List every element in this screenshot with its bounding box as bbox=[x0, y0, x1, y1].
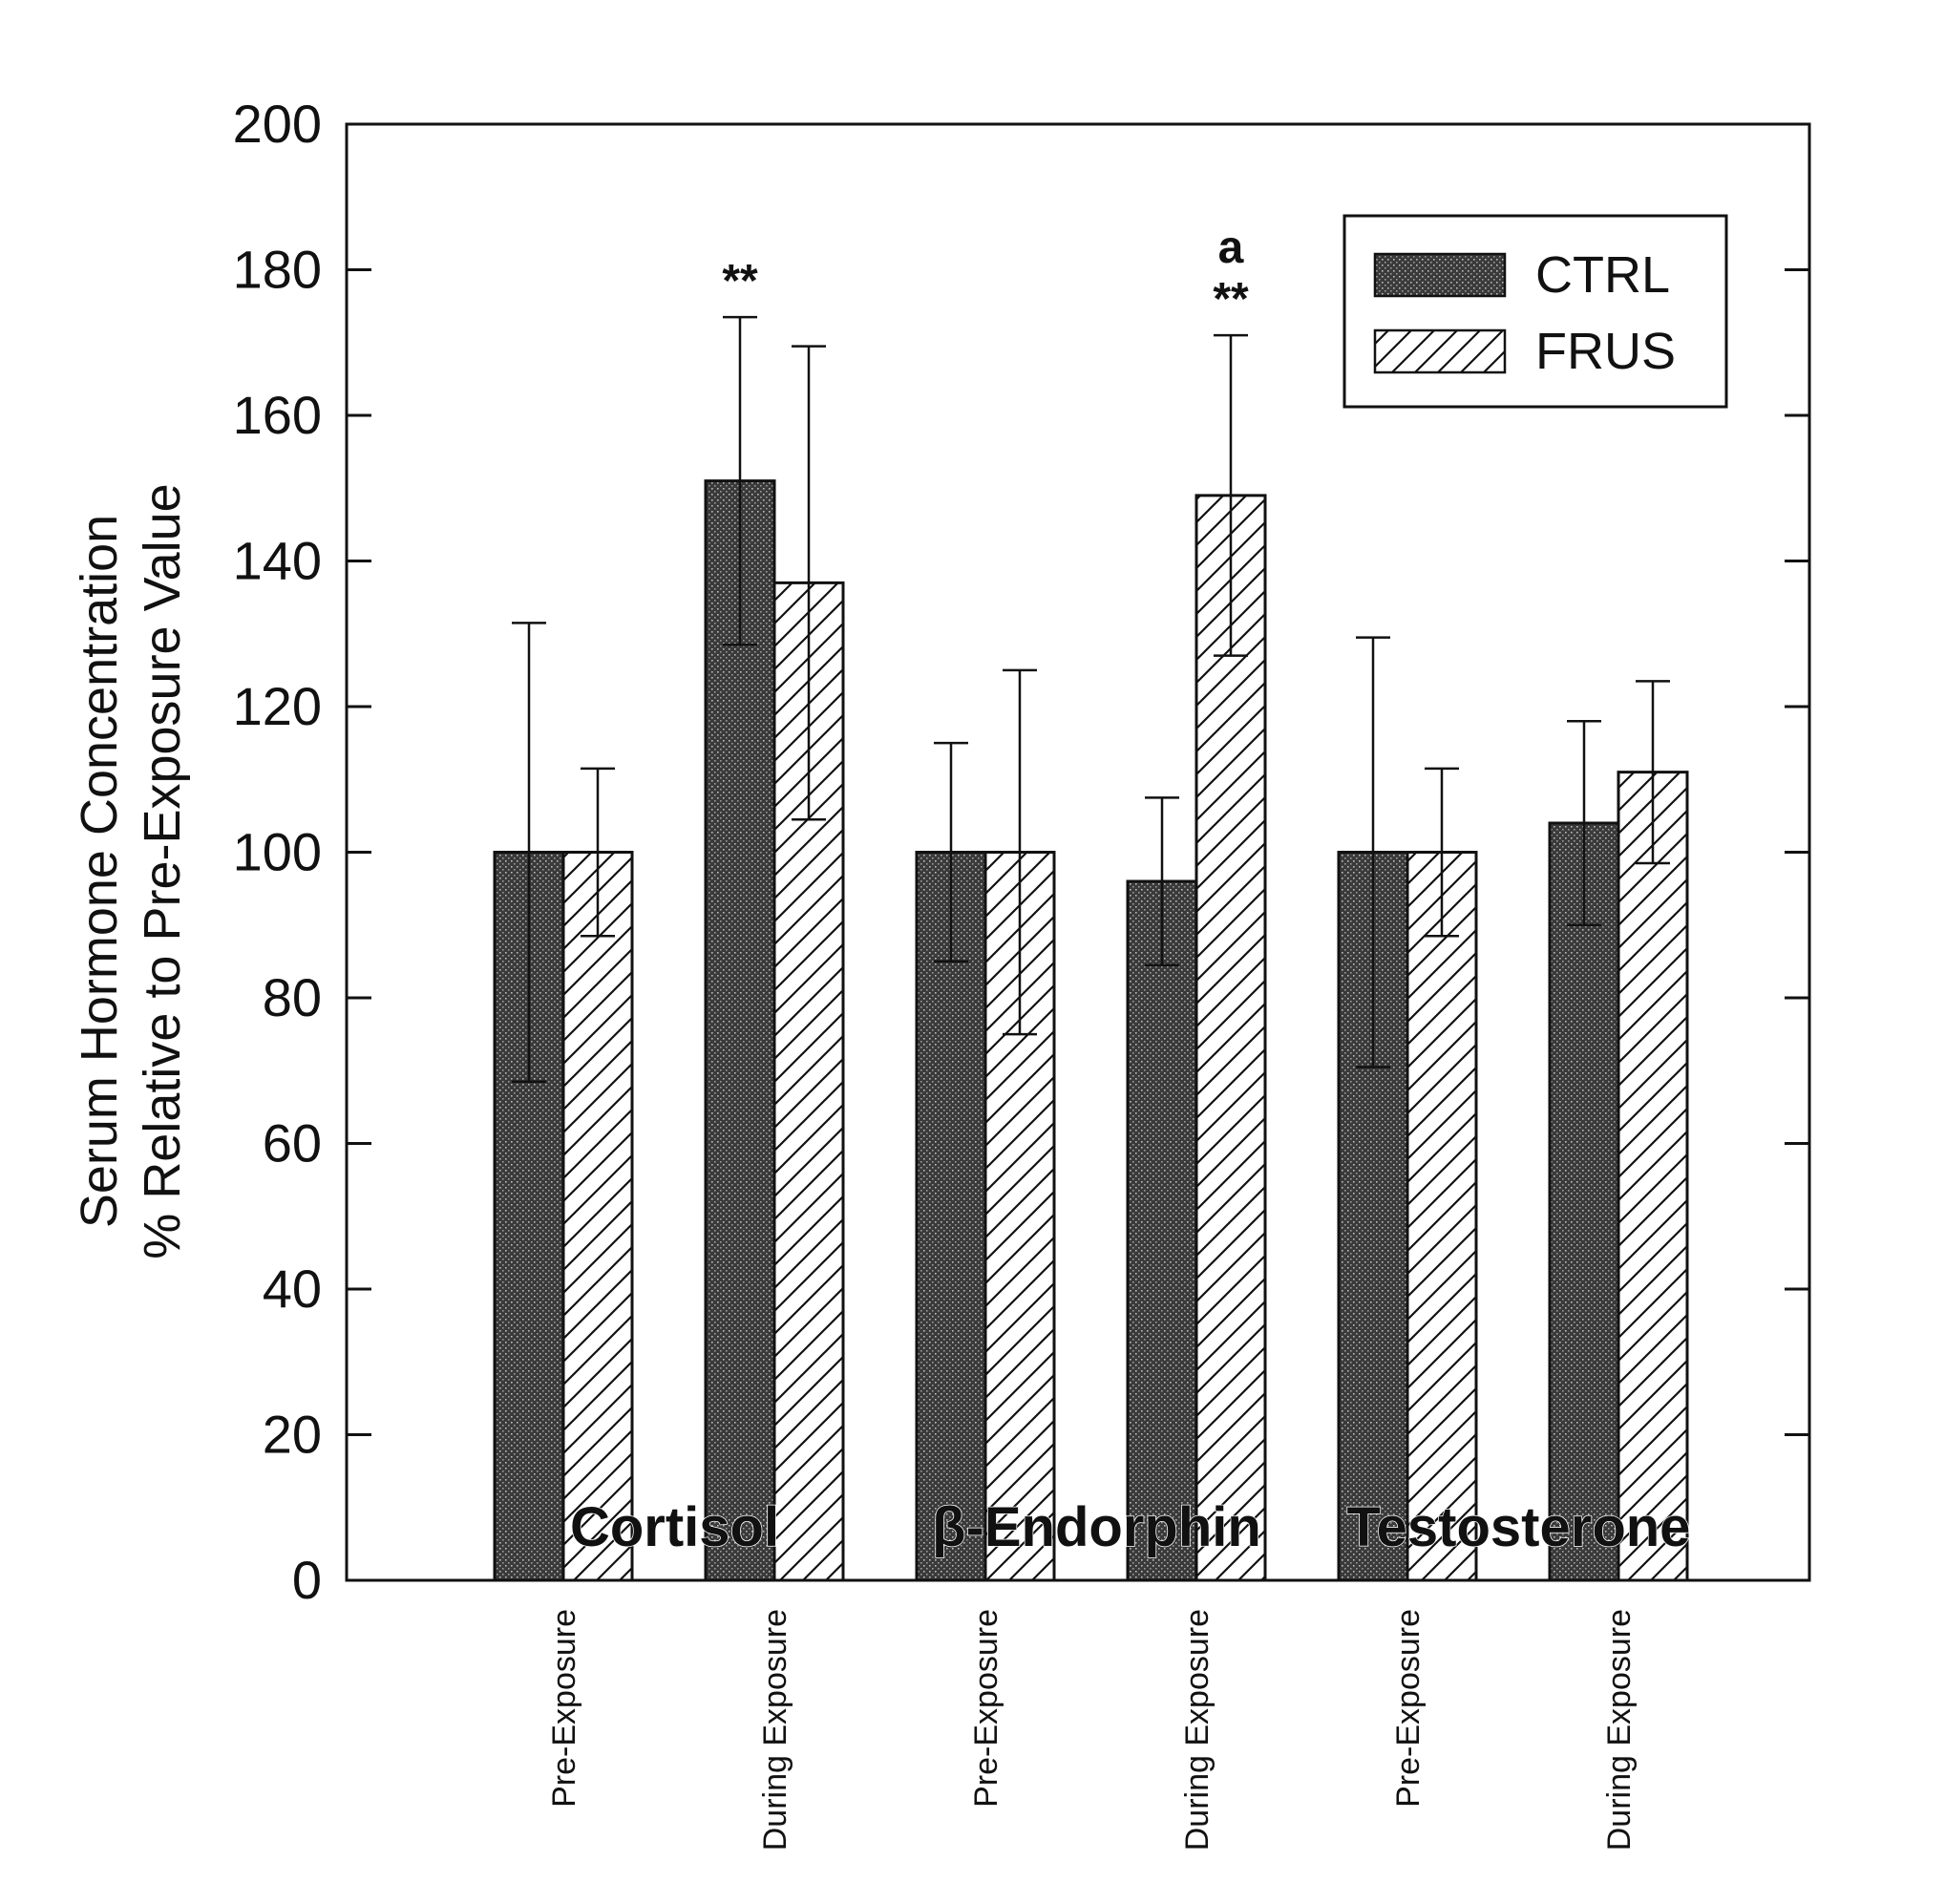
category-label: Pre-Exposure bbox=[968, 1609, 1004, 1808]
significance-marker: a bbox=[1218, 222, 1244, 273]
y-tick-label: 100 bbox=[233, 822, 322, 882]
y-tick-label: 0 bbox=[292, 1550, 322, 1610]
bar-ctrl bbox=[704, 479, 776, 1582]
y-tick-label: 120 bbox=[233, 676, 322, 736]
y-tick-label: 180 bbox=[233, 240, 322, 300]
y-tick-label: 20 bbox=[263, 1405, 322, 1465]
legend-swatch-ctrl bbox=[1373, 252, 1507, 298]
y-tick-label: 200 bbox=[233, 94, 322, 154]
category-label: Pre-Exposure bbox=[546, 1609, 582, 1808]
bar-ctrl bbox=[1126, 879, 1198, 1582]
group-label: β-Endorphin bbox=[932, 1496, 1261, 1558]
category-label: Pre-Exposure bbox=[1390, 1609, 1427, 1808]
bar-frus bbox=[1617, 771, 1689, 1582]
group-label: Cortisol bbox=[570, 1496, 779, 1558]
bar-ctrl bbox=[915, 851, 987, 1582]
significance-marker: ** bbox=[722, 256, 758, 307]
significance-marker: ** bbox=[1213, 274, 1249, 325]
legend-label: FRUS bbox=[1535, 323, 1676, 380]
group-label: Testosterone bbox=[1347, 1496, 1691, 1558]
y-axis-label: % Relative to Pre-Exposure Value bbox=[134, 483, 191, 1259]
bar-frus bbox=[1406, 851, 1478, 1582]
category-label: During Exposure bbox=[1179, 1609, 1216, 1851]
bar-ctrl bbox=[1548, 821, 1620, 1582]
y-tick-label: 60 bbox=[263, 1113, 322, 1174]
category-label: During Exposure bbox=[1601, 1609, 1638, 1851]
bar-frus bbox=[1194, 494, 1267, 1582]
category-label: During Exposure bbox=[757, 1609, 793, 1851]
legend-label: CTRL bbox=[1535, 246, 1670, 304]
legend-box bbox=[1342, 214, 1728, 409]
legend-swatch-frus bbox=[1373, 328, 1507, 374]
y-tick-label: 80 bbox=[263, 967, 322, 1027]
bar-frus bbox=[561, 851, 634, 1582]
y-axis-label: Serum Hormone Concentration bbox=[71, 515, 128, 1228]
y-tick-label: 40 bbox=[263, 1259, 322, 1319]
y-tick-label: 160 bbox=[233, 385, 322, 445]
y-tick-label: 140 bbox=[233, 531, 322, 591]
